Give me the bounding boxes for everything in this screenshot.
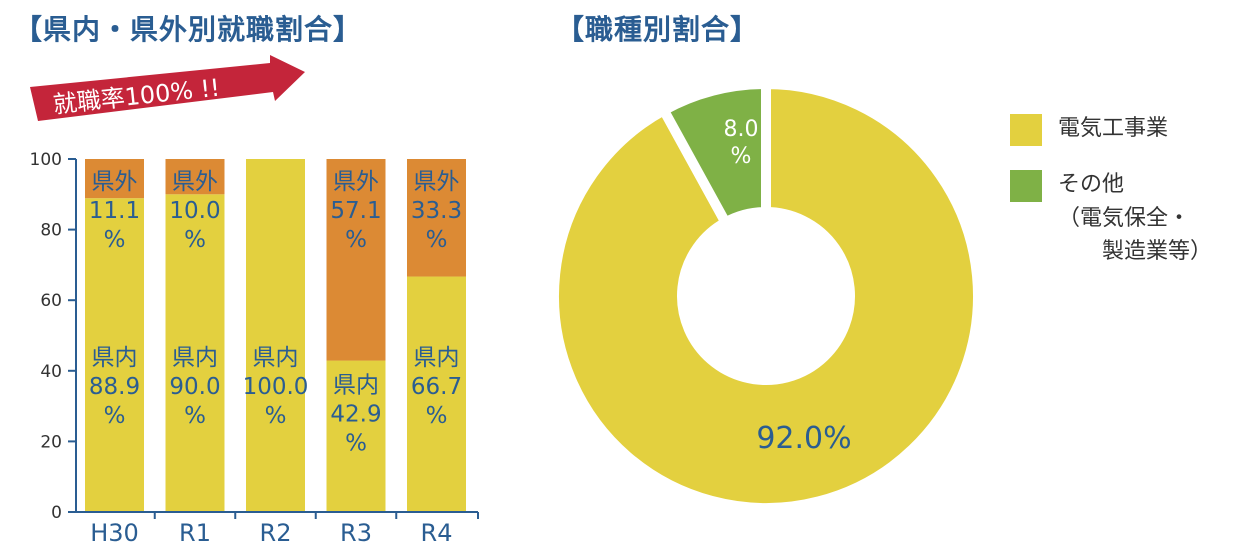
x-tick-label-R3: R3 xyxy=(340,519,372,547)
banner-ribbon xyxy=(30,55,305,121)
legend-item-electrical: 電気工事業 xyxy=(1010,112,1212,146)
x-tick-label-R1: R1 xyxy=(179,519,211,547)
bar-label-in-R4-2: % xyxy=(426,403,448,429)
bar-label-out-H30-1: 11.1 xyxy=(89,198,140,224)
legend-label-other: その他 xyxy=(1058,172,1125,197)
bar-label-out-R3-1: 57.1 xyxy=(330,198,381,224)
y-tick-label-40: 40 xyxy=(40,362,62,382)
bar-in-pref-H30 xyxy=(85,198,144,513)
bar-label-in-R2-2: % xyxy=(265,403,287,429)
bar-label-in-R3-1: 42.9 xyxy=(330,402,381,428)
bar-label-in-R4-1: 66.7 xyxy=(411,374,462,400)
bar-in-pref-R1 xyxy=(165,194,225,513)
y-tick-label-100: 100 xyxy=(30,150,62,170)
y-tick-label-60: 60 xyxy=(40,291,62,311)
legend-item-other: その他 （電気保全・ 製造業等） xyxy=(1010,168,1212,268)
bar-label-in-R2-0: 県内 xyxy=(253,345,299,371)
bar-label-out-R1-2: % xyxy=(184,227,206,253)
donut-label-other-1: % xyxy=(731,144,752,169)
bar-label-out-H30-0: 県外 xyxy=(92,169,138,195)
bar-label-in-R4-0: 県内 xyxy=(414,345,460,371)
donut-label-other-0: 8.0 xyxy=(724,117,759,142)
donut-slice-1 xyxy=(657,80,771,230)
bar-label-in-R3-0: 県内 xyxy=(333,373,379,399)
bar-label-in-R1-1: 90.0 xyxy=(169,374,220,400)
bar-chart-title: 【県内・県外別就職割合】 xyxy=(14,13,363,46)
legend-label-electrical: 電気工事業 xyxy=(1058,116,1169,141)
employment-rate-banner: 就職率100% !! xyxy=(30,55,305,121)
bar-out-pref-H30 xyxy=(85,159,144,199)
y-tick-label-0: 0 xyxy=(51,503,62,523)
bar-label-in-R3-2: % xyxy=(345,431,367,457)
job-type-donut-chart: 92.0% 8.0% xyxy=(549,80,983,513)
y-tick-label-80: 80 xyxy=(40,221,62,241)
x-tick-label-H30: H30 xyxy=(90,519,139,547)
bar-label-in-H30-0: 県内 xyxy=(92,345,138,371)
bar-label-in-R1-2: % xyxy=(184,403,206,429)
x-tick-label-R4: R4 xyxy=(421,519,453,547)
bar-in-pref-R3 xyxy=(326,360,386,512)
bar-in-pref-R4 xyxy=(407,276,466,512)
bar-label-in-R1-0: 県内 xyxy=(172,345,218,371)
legend-swatch-electrical xyxy=(1010,114,1042,146)
y-tick-label-20: 20 xyxy=(40,432,62,452)
donut-label-electrical: 92.0% xyxy=(756,421,851,456)
bar-label-out-R4-0: 県外 xyxy=(414,169,460,195)
bar-label-out-R4-2: % xyxy=(426,227,448,253)
bar-out-pref-R3 xyxy=(326,159,386,361)
bar-in-pref-R2 xyxy=(246,159,305,512)
bar-out-pref-R1 xyxy=(165,159,225,195)
bar-label-in-H30-1: 88.9 xyxy=(89,374,140,400)
bar-out-pref-R4 xyxy=(407,159,466,277)
donut-chart-title: 【職種別割合】 xyxy=(556,13,760,46)
legend-sub-line-1: （電気保全・ xyxy=(1058,206,1191,231)
bar-label-out-R4-1: 33.3 xyxy=(411,198,462,224)
employment-location-bar-chart: 県外 11.1% 県内 88.9% H30 県外 10.0% 県内 90.0% R1 県内 100.0… xyxy=(30,150,479,547)
x-tick-label-R2: R2 xyxy=(260,519,292,547)
donut-slice-0 xyxy=(549,80,983,513)
legend-sub-line-2: 製造業等） xyxy=(1102,239,1213,264)
bar-label-out-R3-0: 県外 xyxy=(333,169,379,195)
bar-label-in-R2-1: 100.0 xyxy=(243,374,309,400)
bar-label-out-R1-1: 10.0 xyxy=(169,198,220,224)
bar-label-out-R3-2: % xyxy=(345,227,367,253)
bar-label-in-H30-2: % xyxy=(104,403,126,429)
donut-legend: 電気工事業 その他 （電気保全・ 製造業等） xyxy=(1010,112,1212,290)
bar-label-out-H30-2: % xyxy=(104,227,126,253)
legend-swatch-other xyxy=(1010,170,1042,202)
bar-label-out-R1-0: 県外 xyxy=(172,169,218,195)
